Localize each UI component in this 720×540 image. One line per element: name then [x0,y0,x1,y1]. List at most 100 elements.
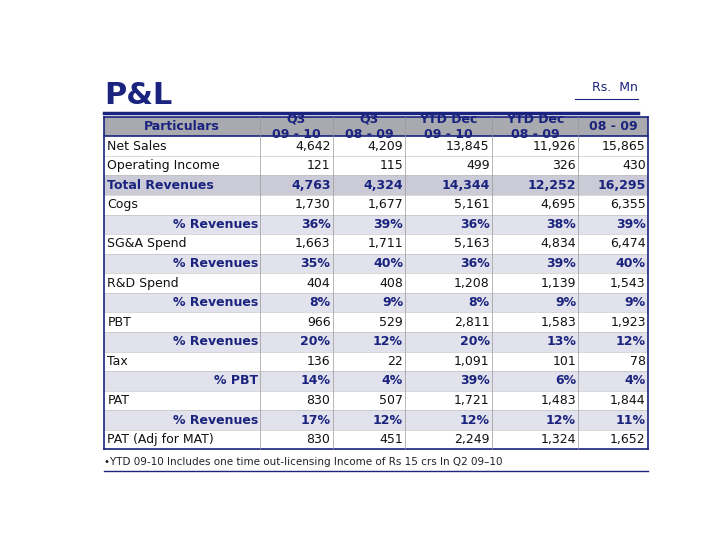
Text: YTD Dec
09 - 10: YTD Dec 09 - 10 [419,112,477,140]
Text: 12%: 12% [373,414,403,427]
Text: 39%: 39% [460,374,490,387]
Text: % Revenues: % Revenues [173,296,258,309]
Text: 35%: 35% [301,257,330,270]
Text: 499: 499 [466,159,490,172]
Text: 15,865: 15,865 [602,140,646,153]
Text: PBT: PBT [107,316,131,329]
Text: 1,677: 1,677 [367,198,403,211]
Bar [104,371,648,391]
Text: 451: 451 [379,433,403,446]
Text: 115: 115 [379,159,403,172]
Text: 326: 326 [552,159,576,172]
Text: 36%: 36% [301,218,330,231]
Text: 13,845: 13,845 [446,140,490,153]
Text: 136: 136 [307,355,330,368]
Text: 6,355: 6,355 [610,198,646,211]
Text: Rs.  Mn: Rs. Mn [592,82,638,94]
Text: 4,763: 4,763 [291,179,330,192]
Text: 4,324: 4,324 [364,179,403,192]
Text: 40%: 40% [373,257,403,270]
Text: Operating Income: Operating Income [107,159,220,172]
Text: 1,208: 1,208 [454,276,490,289]
Text: •YTD 09-10 Includes one time out-licensing Income of Rs 15 crs In Q2 09–10: •YTD 09-10 Includes one time out-licensi… [104,457,503,467]
Text: 20%: 20% [459,335,490,348]
Text: P&L: P&L [104,82,172,111]
Text: Cogs: Cogs [107,198,138,211]
Bar [104,234,648,254]
Bar [104,273,648,293]
Text: PAT (Adj for MAT): PAT (Adj for MAT) [107,433,214,446]
Text: 2,249: 2,249 [454,433,490,446]
Text: 11,926: 11,926 [533,140,576,153]
Text: 966: 966 [307,316,330,329]
Text: 9%: 9% [382,296,403,309]
Text: 11%: 11% [616,414,646,427]
Text: 12%: 12% [459,414,490,427]
Text: Q3
09 - 10: Q3 09 - 10 [272,112,321,140]
Text: 13%: 13% [546,335,576,348]
Text: 20%: 20% [300,335,330,348]
Bar [104,176,648,195]
Text: 22: 22 [387,355,403,368]
Text: 4%: 4% [624,374,646,387]
Text: 5,161: 5,161 [454,198,490,211]
Text: 36%: 36% [460,257,490,270]
Text: % Revenues: % Revenues [173,218,258,231]
Bar [104,195,648,214]
Text: 408: 408 [379,276,403,289]
Text: 1,652: 1,652 [610,433,646,446]
Text: 9%: 9% [555,296,576,309]
Text: 4,834: 4,834 [541,238,576,251]
Text: 1,483: 1,483 [541,394,576,407]
Bar [104,313,648,332]
Text: 2,811: 2,811 [454,316,490,329]
Bar [104,156,648,176]
Text: 1,091: 1,091 [454,355,490,368]
Text: 1,721: 1,721 [454,394,490,407]
Text: 4,209: 4,209 [367,140,403,153]
Text: 1,583: 1,583 [540,316,576,329]
Text: 4,642: 4,642 [295,140,330,153]
Text: 14%: 14% [300,374,330,387]
Text: 1,543: 1,543 [610,276,646,289]
Bar [104,214,648,234]
Text: 12%: 12% [616,335,646,348]
Text: PAT: PAT [107,394,130,407]
Text: 430: 430 [622,159,646,172]
Text: 12%: 12% [373,335,403,348]
Bar [104,410,648,430]
Text: 1,663: 1,663 [295,238,330,251]
Text: 38%: 38% [546,218,576,231]
Text: 1,730: 1,730 [294,198,330,211]
Text: 8%: 8% [310,296,330,309]
Text: Tax: Tax [107,355,128,368]
Text: R&D Spend: R&D Spend [107,276,179,289]
Text: Net Sales: Net Sales [107,140,167,153]
Text: Q3
08 - 09: Q3 08 - 09 [345,112,393,140]
Text: 17%: 17% [300,414,330,427]
Text: 08 - 09: 08 - 09 [589,120,637,133]
Text: 36%: 36% [460,218,490,231]
Text: 78: 78 [630,355,646,368]
Text: 12%: 12% [546,414,576,427]
Bar [104,332,648,352]
Text: 1,139: 1,139 [541,276,576,289]
Text: % Revenues: % Revenues [173,335,258,348]
Text: 1,923: 1,923 [611,316,646,329]
Text: % PBT: % PBT [214,374,258,387]
Text: 101: 101 [552,355,576,368]
Bar [104,117,648,136]
Text: % Revenues: % Revenues [173,257,258,270]
Text: 830: 830 [307,394,330,407]
Text: % Revenues: % Revenues [173,414,258,427]
Text: 39%: 39% [616,218,646,231]
Text: 1,711: 1,711 [367,238,403,251]
Text: 404: 404 [307,276,330,289]
Text: Particulars: Particulars [144,120,220,133]
Bar [104,254,648,273]
Text: 9%: 9% [625,296,646,309]
Text: 40%: 40% [616,257,646,270]
Text: 14,344: 14,344 [441,179,490,192]
Text: 1,844: 1,844 [610,394,646,407]
Text: 39%: 39% [373,218,403,231]
